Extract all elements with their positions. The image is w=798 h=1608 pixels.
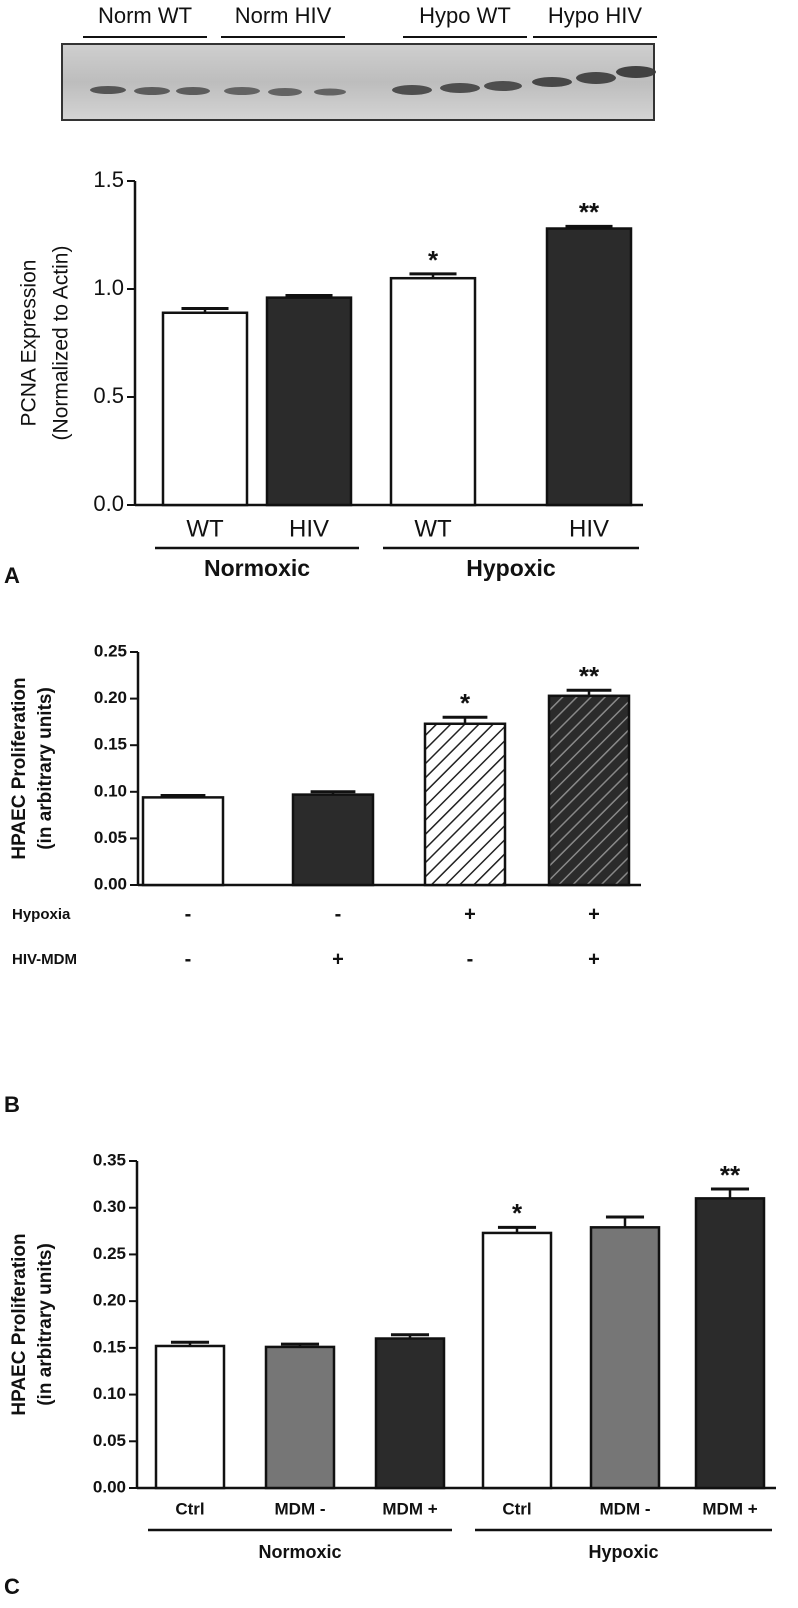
significance-label: ** — [579, 197, 600, 227]
bar — [265, 296, 353, 507]
significance-label: * — [460, 688, 471, 718]
y-tick-label: 0.10 — [94, 781, 127, 800]
group-label: Hypoxic — [466, 555, 556, 581]
blot-bands — [90, 66, 656, 96]
y-tick-label: 0.5 — [93, 383, 124, 408]
bar — [547, 694, 631, 887]
group-label: Normoxic — [258, 1542, 341, 1562]
x-tick-label: WT — [414, 515, 452, 542]
significance-label: ** — [720, 1160, 741, 1190]
bar — [291, 793, 375, 887]
condition-name: Hypoxia — [12, 906, 71, 923]
bar — [374, 1337, 446, 1490]
group-label: Normoxic — [204, 555, 310, 581]
panel-letter: B — [4, 1092, 20, 1117]
y-axis-label: HPAEC Proliferation — [9, 1233, 30, 1415]
bar — [264, 1345, 336, 1490]
y-tick-label: 0.20 — [94, 688, 127, 707]
y-tick-label: 0.10 — [93, 1384, 126, 1403]
condition-name: HIV-MDM — [12, 951, 77, 968]
x-tick-label: MDM + — [382, 1499, 437, 1518]
x-tick-label: MDM - — [275, 1499, 326, 1518]
bar — [589, 1226, 661, 1490]
panel-letter: A — [4, 563, 20, 588]
y-tick-label: 1.5 — [93, 167, 124, 192]
x-tick-label: MDM - — [600, 1499, 651, 1518]
y-tick-label: 0.20 — [93, 1291, 126, 1310]
condition-label: + — [588, 948, 600, 970]
blot-label: Norm WT — [98, 3, 192, 28]
condition-label: - — [335, 903, 342, 925]
significance-label: * — [428, 245, 439, 275]
group-label: Hypoxic — [588, 1542, 658, 1562]
condition-label: - — [467, 948, 474, 970]
y-axis-label: (in arbitrary units) — [35, 1243, 56, 1406]
bar — [545, 227, 633, 507]
condition-label: + — [332, 948, 344, 970]
bar — [154, 1344, 226, 1490]
y-axis-label: HPAEC Proliferation — [9, 677, 30, 859]
bar — [141, 796, 225, 887]
bar — [423, 722, 507, 887]
x-tick-label: Ctrl — [502, 1499, 531, 1518]
bar — [389, 276, 477, 507]
y-tick-label: 0.0 — [93, 491, 124, 516]
significance-label: ** — [579, 661, 600, 691]
blot-label: Hypo HIV — [548, 3, 642, 28]
bar — [694, 1197, 766, 1490]
condition-label: + — [464, 903, 476, 925]
significance-label: * — [512, 1198, 523, 1228]
panel-letter: C — [4, 1574, 20, 1599]
x-tick-label: Ctrl — [175, 1499, 204, 1518]
condition-label: - — [185, 948, 192, 970]
y-tick-label: 1.0 — [93, 275, 124, 300]
blot-label: Norm HIV — [235, 3, 332, 28]
y-tick-label: 0.25 — [94, 641, 127, 660]
blot-label: Hypo WT — [419, 3, 511, 28]
bar — [161, 311, 249, 507]
condition-label: - — [185, 903, 192, 925]
x-tick-label: HIV — [289, 515, 329, 542]
y-tick-label: 0.00 — [94, 874, 127, 893]
x-tick-label: HIV — [569, 515, 609, 542]
y-tick-label: 0.15 — [94, 735, 127, 754]
x-tick-label: MDM + — [702, 1499, 757, 1518]
y-axis-label: PCNA Expression — [18, 260, 41, 427]
y-axis-label: (in arbitrary units) — [35, 687, 56, 850]
condition-label: + — [588, 903, 600, 925]
y-tick-label: 0.00 — [93, 1477, 126, 1496]
y-axis-label: (Normalized to Actin) — [50, 246, 73, 441]
y-tick-label: 0.30 — [93, 1197, 126, 1216]
y-tick-label: 0.25 — [93, 1244, 126, 1263]
y-tick-label: 0.05 — [94, 828, 127, 847]
y-tick-label: 0.35 — [93, 1150, 126, 1169]
bar — [481, 1231, 553, 1490]
y-tick-label: 0.15 — [93, 1337, 126, 1356]
x-tick-label: WT — [186, 515, 224, 542]
y-tick-label: 0.05 — [93, 1431, 126, 1450]
